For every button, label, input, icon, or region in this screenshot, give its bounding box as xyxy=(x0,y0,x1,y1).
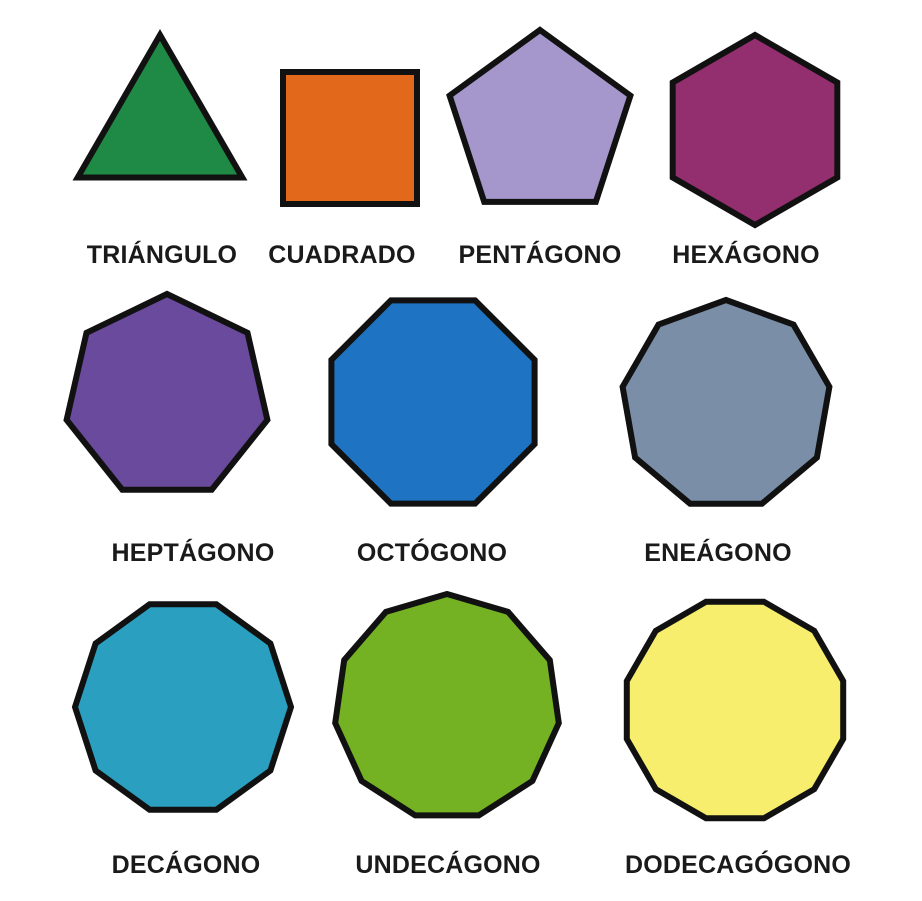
square-shape xyxy=(280,69,420,207)
pentagon-shape xyxy=(446,26,634,205)
triangle-shape xyxy=(72,29,248,181)
pentagon-label: PENTÁGONO xyxy=(458,241,622,269)
decagon-label: DECÁGONO xyxy=(111,851,261,879)
triangle-label: TRIÁNGULO xyxy=(86,241,238,269)
hexagon-label: HEXÁGONO xyxy=(672,241,820,269)
square-label: CUADRADO xyxy=(268,241,416,269)
dodecagon-label: DODECAGÓGONO xyxy=(624,851,852,879)
heptagon-shape xyxy=(63,290,271,493)
octagon-shape xyxy=(328,297,538,507)
hendecagon-shape xyxy=(332,590,562,819)
decagon-shape xyxy=(71,601,295,813)
octagon-label: OCTÓGONO xyxy=(356,539,508,567)
hexagon-shape xyxy=(669,31,841,229)
heptagon-label: HEPTÁGONO xyxy=(111,539,275,567)
hendecagon-label: UNDECÁGONO xyxy=(355,851,541,879)
dodecagon-shape xyxy=(623,598,847,822)
enneagon-shape xyxy=(619,296,833,507)
enneagon-label: ENEÁGONO xyxy=(644,539,792,567)
